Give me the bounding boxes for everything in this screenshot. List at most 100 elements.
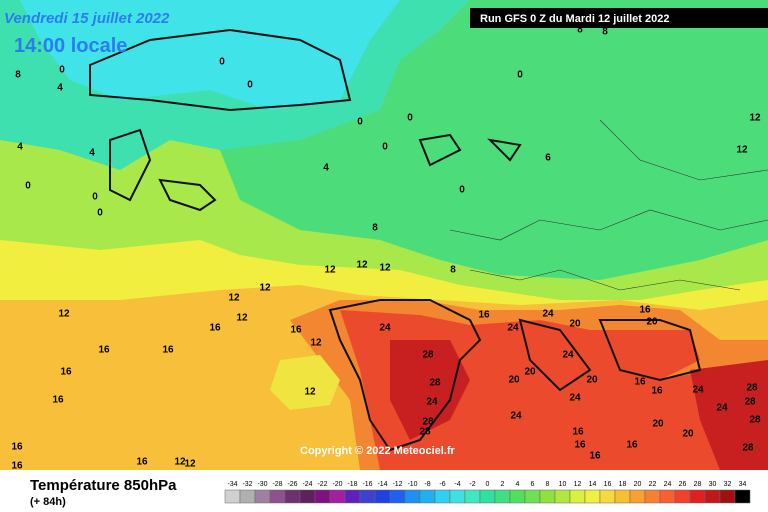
parameter: Température 850hPa	[30, 477, 177, 494]
scale-swatch	[254, 489, 271, 504]
scale-label: -6	[439, 481, 445, 488]
coastlines	[89, 28, 702, 452]
scale-swatch	[614, 489, 631, 504]
scale-swatch	[584, 489, 601, 504]
contour-label: 12	[236, 313, 248, 324]
scale-swatch	[374, 489, 391, 504]
scale-swatch	[599, 489, 616, 504]
extreme-core	[390, 340, 768, 470]
contour-label: 16	[209, 323, 221, 334]
contour-label: 24	[507, 323, 519, 334]
scale-swatch	[659, 489, 676, 504]
contour-label: 6	[545, 153, 551, 164]
scale-swatch	[389, 489, 406, 504]
scale-swatch	[644, 489, 661, 504]
scale-label: 16	[604, 481, 612, 488]
scale-swatch	[344, 489, 361, 504]
contour-label: 24	[716, 403, 728, 414]
scale-label: 22	[649, 481, 657, 488]
contour-label: 24	[510, 411, 522, 422]
scale-label: -30	[257, 481, 267, 488]
scale-label: 28	[694, 481, 702, 488]
contour-label: 12	[184, 459, 196, 470]
contour-label: 20	[682, 429, 694, 440]
contour-label: 16	[11, 461, 23, 472]
contour-label: 20	[652, 419, 664, 430]
contour-label: 20	[646, 317, 658, 328]
scale-swatch	[569, 489, 586, 504]
scale-swatch	[674, 489, 691, 504]
contour-label: 16	[572, 427, 584, 438]
contour-label: 28	[749, 415, 761, 426]
contour-label: 24	[426, 397, 438, 408]
scale-swatch	[524, 489, 541, 504]
contour-label: 28	[742, 443, 754, 454]
borders	[449, 119, 768, 291]
contour-label: 16	[478, 310, 490, 321]
scale-label: -10	[407, 481, 417, 488]
valid-date: Vendredi 15 juillet 2022	[4, 10, 170, 27]
scale-label: 2	[501, 481, 505, 488]
scale-label: -32	[242, 481, 252, 488]
contour-label: 20	[524, 367, 536, 378]
contour-label: 0	[219, 57, 225, 68]
copyright: Copyright © 2022 Meteociel.fr	[300, 445, 456, 457]
contour-label: 12	[310, 338, 322, 349]
contour-label: 28	[429, 378, 441, 389]
contour-label: 24	[562, 350, 574, 361]
scale-label: -24	[302, 481, 312, 488]
contour-label: 0	[97, 208, 103, 219]
scale-label: 30	[709, 481, 717, 488]
scale-label: -4	[454, 481, 460, 488]
scale-label: 14	[589, 481, 597, 488]
contour-label: 8	[450, 265, 456, 276]
contour-label: 16	[162, 345, 174, 356]
contour-label: 20	[508, 375, 520, 386]
contour-label: 8	[15, 70, 21, 81]
scale-label: -14	[377, 481, 387, 488]
scale-label: 18	[619, 481, 627, 488]
contour-label: 4	[57, 83, 63, 94]
contour-label: 0	[407, 113, 413, 124]
contour-label: 28	[746, 383, 758, 394]
scale-swatch	[419, 489, 436, 504]
scale-label: 20	[634, 481, 642, 488]
cold-core	[20, 0, 400, 110]
contour-label: 0	[25, 181, 31, 192]
scale-swatch	[509, 489, 526, 504]
scale-swatch	[314, 489, 331, 504]
contour-label: 16	[60, 367, 72, 378]
contour-label: 16	[589, 451, 601, 462]
contour-label: 16	[651, 386, 663, 397]
contour-label: 0	[459, 185, 465, 196]
contour-label: 16	[639, 305, 651, 316]
contour-label: 24	[542, 309, 554, 320]
contour-label: 12	[736, 145, 748, 156]
contour-label: 28	[419, 427, 431, 438]
scale-label: -2	[469, 481, 475, 488]
scale-swatch	[539, 489, 556, 504]
run-info: Run GFS 0 Z du Mardi 12 juillet 2022	[480, 13, 670, 25]
contour-label: 0	[382, 142, 388, 153]
lead-time: (+ 84h)	[30, 496, 66, 508]
scale-label: 32	[724, 481, 732, 488]
contour-label: 20	[569, 319, 581, 330]
scale-swatch	[404, 489, 421, 504]
scale-label: -8	[424, 481, 430, 488]
scale-label: 12	[574, 481, 582, 488]
scale-swatch	[434, 489, 451, 504]
scale-swatch	[479, 489, 496, 504]
scale-label: 34	[739, 481, 747, 488]
color-scale: -34 -32 -30 -28 -26 -24 -22 -20 -18 -16 -14 -12 -10-…	[224, 481, 751, 504]
scale-label: -26	[287, 481, 297, 488]
scale-swatch	[464, 489, 481, 504]
contour-label: 16	[136, 457, 148, 468]
scale-swatch	[284, 489, 301, 504]
contour-label: 24	[569, 393, 581, 404]
contour-label: 4	[323, 163, 329, 174]
contour-label: 12	[174, 457, 186, 468]
scale-swatch	[704, 489, 721, 504]
scale-swatch	[224, 489, 241, 504]
scale-swatch	[299, 489, 316, 504]
